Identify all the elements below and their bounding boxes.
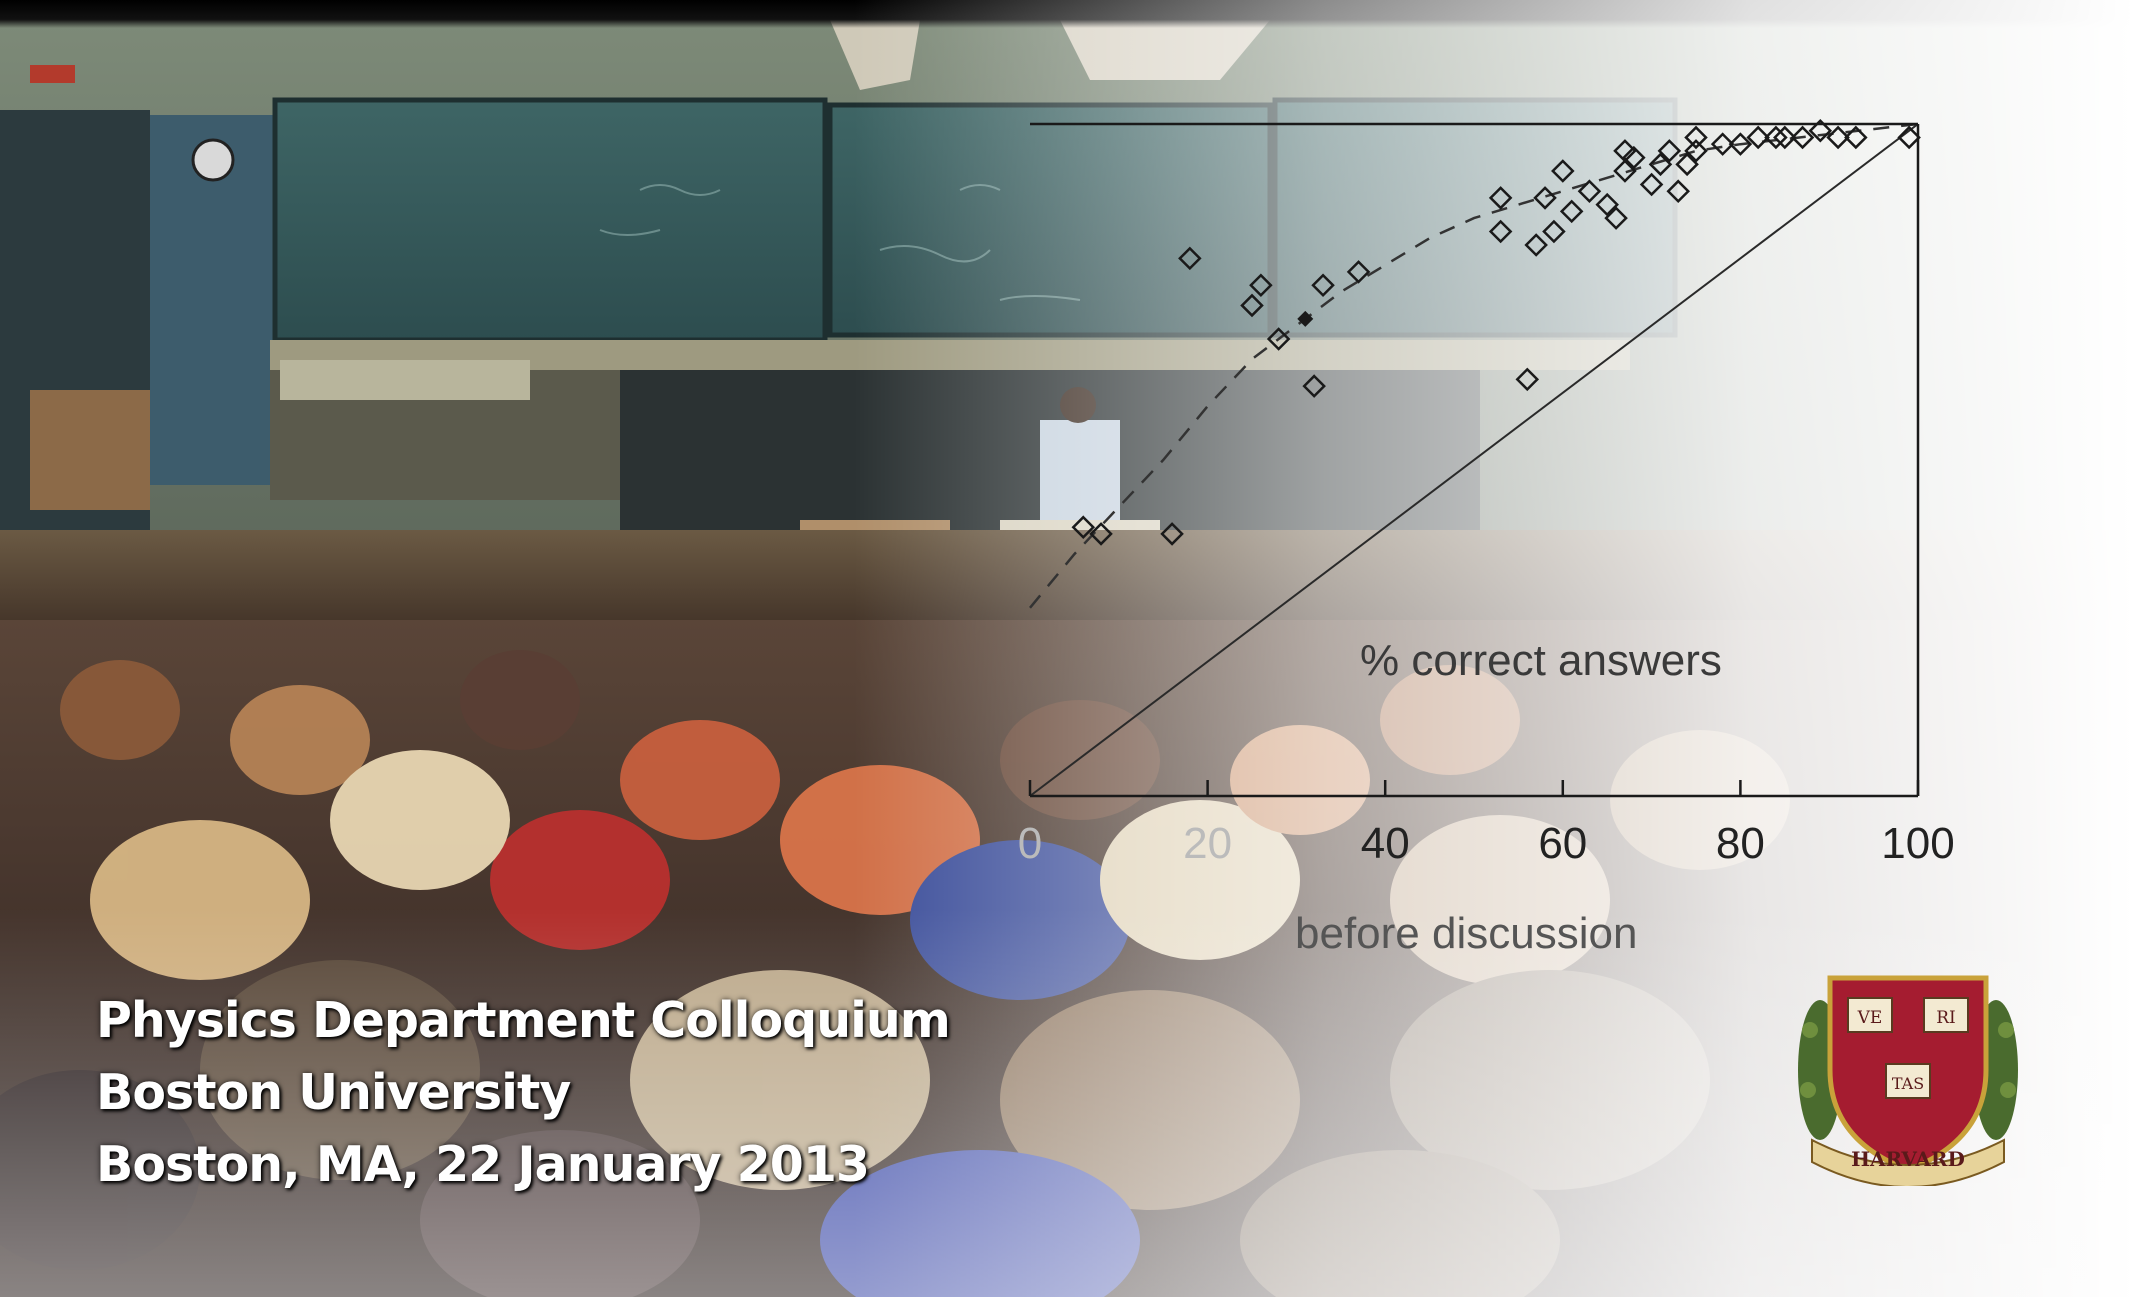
data-point	[1684, 139, 1708, 163]
data-point	[1515, 367, 1540, 392]
harvard-seal-logo: VE RI TAS HARVARD	[1798, 975, 2018, 1186]
x-tick-label: 20	[1183, 819, 1232, 868]
data-point	[1551, 159, 1575, 183]
data-point	[1178, 246, 1202, 271]
data-point	[1249, 273, 1273, 298]
data-points-layer	[1071, 118, 1921, 546]
data-point	[1533, 186, 1557, 210]
data-point	[1559, 199, 1584, 224]
x-tick-label: 40	[1361, 819, 1410, 868]
data-point	[1595, 192, 1619, 217]
data-point	[1897, 125, 1921, 150]
fit-curve-layer	[1029, 122, 1919, 609]
data-point	[1710, 132, 1735, 156]
data-point	[1684, 125, 1708, 150]
data-point	[1071, 515, 1096, 539]
data-point	[1764, 125, 1788, 150]
data-point	[1604, 206, 1628, 230]
data-point	[1524, 233, 1548, 257]
event-info: Physics Department Colloquium Boston Uni…	[96, 985, 951, 1201]
highlight-point	[1297, 310, 1314, 327]
data-point	[1160, 522, 1184, 546]
data-point	[1773, 125, 1797, 150]
event-venue: Boston University	[96, 1064, 571, 1121]
seal-ri: RI	[1936, 1008, 1956, 1028]
data-point	[1639, 172, 1664, 197]
data-point	[1266, 327, 1291, 351]
seal-tas: TAS	[1892, 1074, 1924, 1093]
seal-ribbon	[1811, 1138, 2005, 1186]
fit-curve	[1029, 122, 1919, 609]
data-point	[1311, 273, 1335, 298]
data-point	[1488, 186, 1513, 210]
data-point	[1666, 179, 1691, 203]
data-point	[1488, 219, 1513, 244]
data-point	[1577, 179, 1602, 203]
data-point	[1346, 260, 1371, 284]
x-tick-label: 80	[1716, 819, 1765, 868]
x-ticks-layer: 0 20 40 60 80 100	[1018, 780, 1955, 868]
data-point	[1657, 139, 1682, 163]
reference-line-layer	[1029, 123, 1919, 797]
seal-harvard: HARVARD	[1851, 1147, 1965, 1171]
data-point	[1648, 152, 1673, 177]
data-point	[1728, 132, 1753, 156]
data-point	[1613, 159, 1637, 183]
data-point	[1622, 145, 1646, 170]
data-point	[1746, 125, 1770, 150]
data-point	[1826, 125, 1850, 150]
x-tick-label: 0	[1018, 819, 1042, 868]
data-point	[1613, 139, 1637, 163]
x-tick-label: 100	[1881, 819, 1954, 868]
event-date-location: Boston, MA, 22 January 2013	[96, 1136, 870, 1193]
chart-annotation: % correct answers	[1360, 636, 1722, 685]
x-tick-label: 60	[1538, 819, 1587, 868]
plot-frame	[1030, 122, 1920, 798]
data-point	[1675, 152, 1699, 177]
data-point	[1302, 374, 1326, 398]
data-point	[1089, 522, 1113, 546]
event-title: Physics Department Colloquium	[96, 992, 951, 1049]
x-axis-label: before discussion	[1295, 909, 1637, 958]
data-point	[1790, 125, 1815, 150]
data-point	[1542, 219, 1566, 244]
data-point	[1844, 125, 1868, 150]
seal-ve: VE	[1857, 1008, 1883, 1028]
data-point	[1808, 118, 1833, 143]
reference-line	[1029, 123, 1919, 797]
data-point	[1240, 293, 1264, 318]
